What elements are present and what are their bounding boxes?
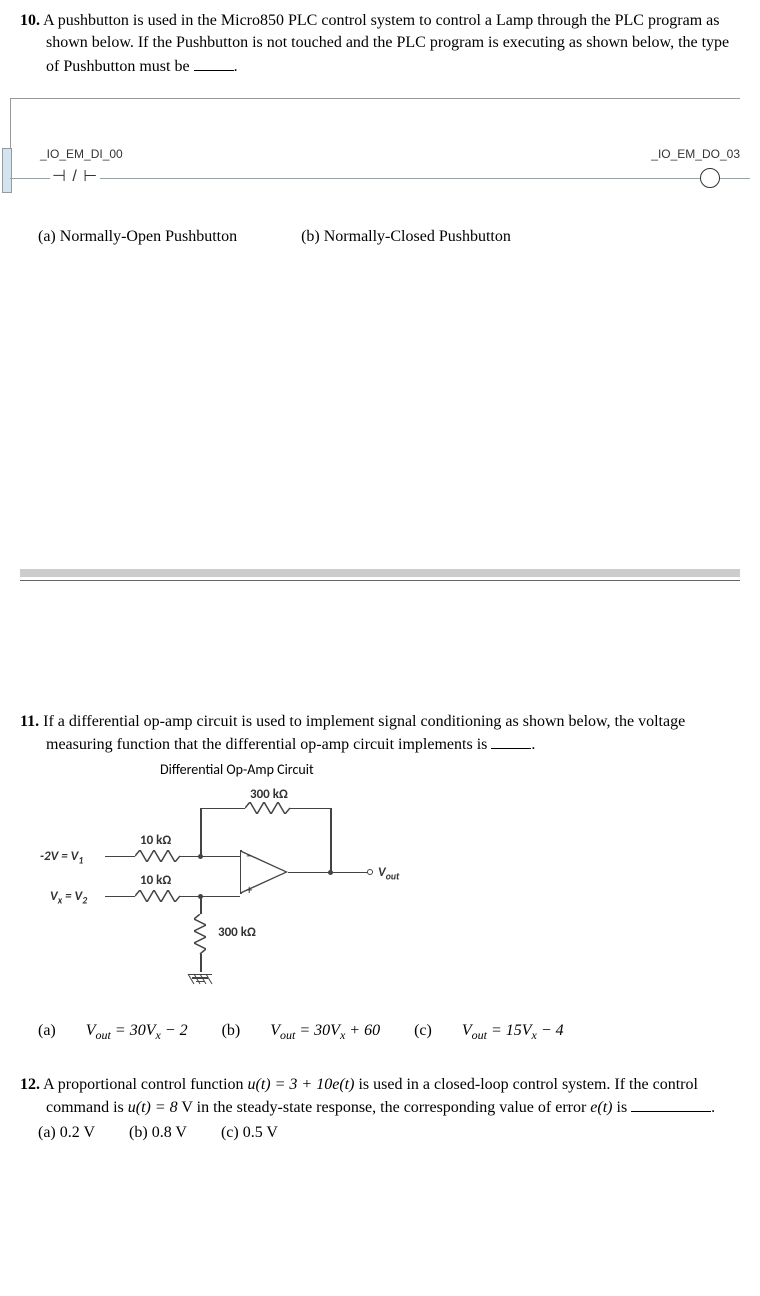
wire [200, 954, 202, 972]
wire [180, 856, 240, 858]
wire [180, 896, 240, 898]
ladder-diagram: 1 _IO_EM_DI_00 ⊣ / ⊢ _IO_EM_DO_03 [20, 98, 740, 208]
page-separator [20, 569, 740, 581]
q12-options: (a) 0.2 V (b) 0.8 V (c) 0.5 V [20, 1122, 740, 1144]
figure-title: Differential Op-Amp Circuit [20, 760, 740, 780]
r-gnd-label: 300 kΩ [218, 924, 256, 942]
q12-text: 12. A proportional control function u(t)… [20, 1074, 740, 1120]
node [198, 854, 203, 859]
r-in1-label: 10 kΩ [140, 832, 171, 850]
q10-option-a: (a) Normally-Open Pushbutton [38, 226, 237, 248]
contact-label: _IO_EM_DI_00 [40, 146, 123, 163]
question-12: 12. A proportional control function u(t)… [20, 1074, 740, 1144]
q10-number: 10. [20, 12, 40, 29]
minus-label: − [246, 848, 252, 866]
q11-option-b: (b) Vout = 30Vx + 60 [222, 1020, 380, 1044]
wire [105, 896, 135, 898]
opamp-circuit: 300 kΩ -2V = V1 10 kΩ Vx = V2 10 kΩ − + … [40, 786, 440, 1006]
v2-label: Vx = V2 [50, 888, 87, 908]
rung-line [10, 178, 750, 179]
node [328, 870, 333, 875]
q12-eq3: e(t) [590, 1099, 612, 1116]
q12-body-e: . [711, 1099, 715, 1116]
v1-label: -2V = V1 [40, 848, 83, 868]
rung-1: 1 _IO_EM_DI_00 ⊣ / ⊢ _IO_EM_DO_03 [10, 148, 740, 208]
q11-body-a: If a differential op-amp circuit is used… [43, 713, 685, 753]
vout-label: Vout [378, 864, 399, 884]
q11-text: 11. If a differential op-amp circuit is … [20, 711, 740, 757]
q10-body-a: A pushbutton is used in the Micro850 PLC… [43, 12, 729, 75]
plus-label: + [246, 882, 252, 900]
q11-option-a: (a) Vout = 30Vx − 2 [38, 1020, 188, 1044]
wire [290, 808, 330, 810]
blank [194, 55, 234, 71]
q12-body-c: in the steady-state response, the corres… [193, 1099, 591, 1116]
wire [330, 808, 332, 872]
q11-number: 11. [20, 713, 39, 730]
question-11: 11. If a differential op-amp circuit is … [20, 711, 740, 1044]
r-in2-label: 10 kΩ [140, 872, 171, 890]
q10-text: 10. A pushbutton is used in the Micro850… [20, 10, 740, 78]
q12-body-d: is [613, 1099, 632, 1116]
wire [105, 856, 135, 858]
resistor-icon [194, 914, 206, 954]
q11-options: (a) Vout = 30Vx − 2 (b) Vout = 30Vx + 60… [20, 1020, 740, 1044]
resistor-icon [245, 802, 290, 814]
rail-top [10, 98, 740, 148]
q12-option-c: (c) 0.5 V [221, 1122, 278, 1144]
resistor-icon [135, 890, 180, 902]
xic-contact: ⊣ / ⊢ [50, 166, 100, 188]
wire [200, 808, 245, 810]
question-10: 10. A pushbutton is used in the Micro850… [20, 10, 740, 249]
q11-option-c: (c) Vout = 15Vx − 4 [414, 1020, 564, 1044]
q12-body-a: A proportional control function [43, 1076, 247, 1093]
q12-eq1: u(t) = 3 + 10e(t) [248, 1076, 355, 1093]
q12-number: 12. [20, 1076, 40, 1093]
q10-body-b: . [234, 58, 238, 75]
output-coil [700, 168, 720, 188]
q11-body-b: . [531, 736, 535, 753]
output-terminal [367, 869, 373, 875]
q10-options: (a) Normally-Open Pushbutton (b) Normall… [20, 226, 740, 248]
resistor-icon [135, 850, 180, 862]
q12-option-a: (a) 0.2 V [38, 1122, 95, 1144]
wire [200, 896, 202, 914]
coil-label: _IO_EM_DO_03 [651, 146, 740, 163]
q10-option-b: (b) Normally-Closed Pushbutton [301, 226, 511, 248]
blank [631, 1096, 711, 1112]
ground-hatch [186, 972, 216, 986]
q12-eq2: u(t) = 8 [128, 1099, 178, 1116]
blank [491, 733, 531, 749]
q12-option-b: (b) 0.8 V [129, 1122, 187, 1144]
wire [200, 808, 202, 856]
